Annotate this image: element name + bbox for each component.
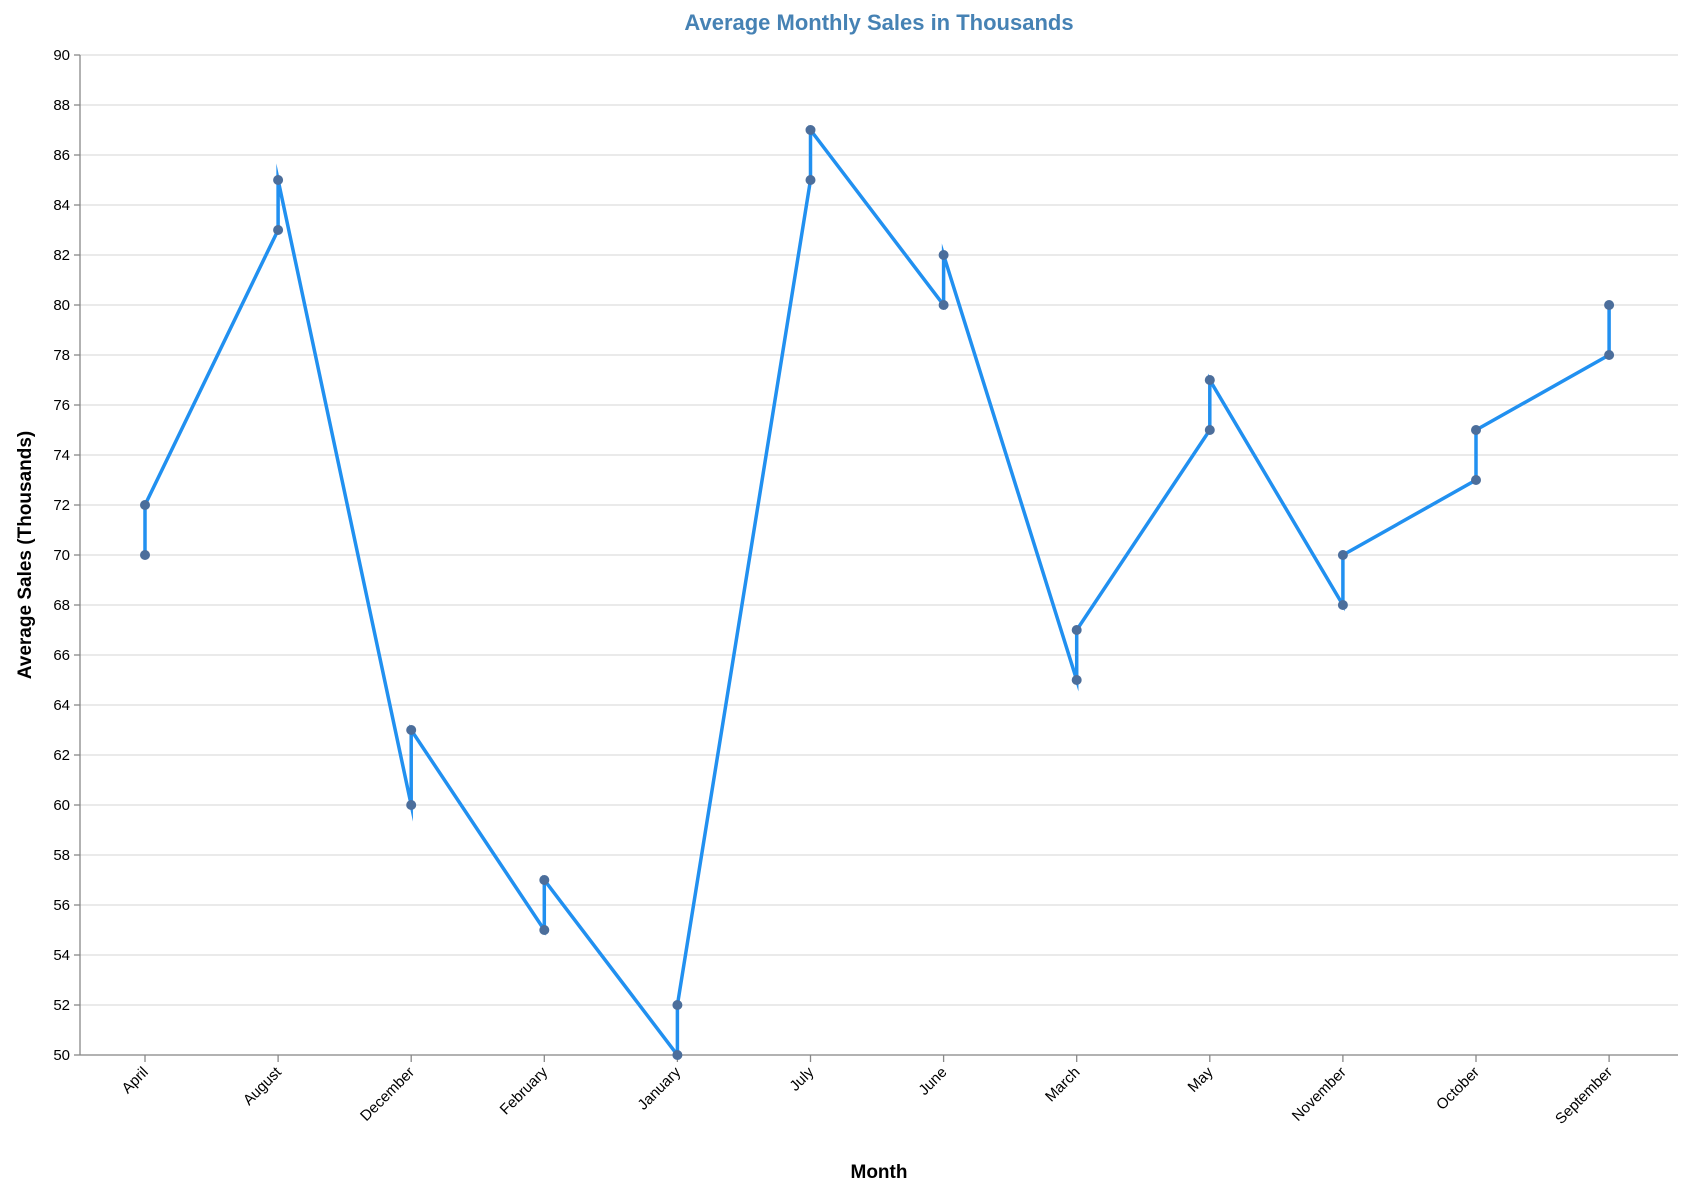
data-point — [406, 800, 417, 810]
data-point — [1071, 675, 1082, 685]
x-tick-label: August — [240, 1063, 286, 1109]
data-point — [805, 125, 816, 135]
data-point — [672, 1050, 683, 1060]
x-tick-label: December — [357, 1064, 418, 1125]
y-tick-label: 76 — [53, 397, 70, 414]
y-tick-label: 52 — [53, 997, 70, 1014]
x-tick-label: January — [634, 1063, 684, 1113]
x-tick-label: September — [1552, 1064, 1616, 1128]
y-tick-label: 84 — [53, 197, 70, 214]
y-tick-label: 78 — [53, 347, 70, 364]
y-tick-label: 50 — [53, 1047, 70, 1064]
chart-title: Average Monthly Sales in Thousands — [684, 10, 1073, 35]
data-point — [672, 1000, 683, 1010]
x-tick-label: July — [786, 1063, 817, 1094]
gridlines — [80, 54, 1678, 1056]
x-tick-label: April — [119, 1064, 152, 1097]
data-point — [805, 175, 816, 185]
x-tick-label: May — [1185, 1063, 1217, 1095]
y-tick-label: 62 — [53, 747, 70, 764]
x-tick-label: March — [1042, 1064, 1083, 1105]
data-point — [1204, 425, 1215, 435]
data-point — [140, 500, 150, 510]
series-line — [143, 124, 1611, 1061]
x-axis-title: Month — [851, 1162, 908, 1183]
x-axis: April August December February January July Ju… — [80, 1054, 1678, 1128]
data-point — [1337, 600, 1348, 610]
data-point — [273, 175, 284, 185]
data-point — [1337, 550, 1348, 560]
sales-series — [140, 124, 1615, 1061]
data-point — [406, 725, 417, 735]
data-point — [1071, 625, 1082, 635]
x-tick-label: October — [1433, 1064, 1483, 1114]
data-point — [539, 925, 550, 935]
x-tick-label: February — [497, 1063, 552, 1118]
y-tick-label: 74 — [53, 447, 70, 464]
data-point — [938, 300, 949, 310]
data-point — [1471, 475, 1481, 485]
y-tick-label: 66 — [53, 647, 70, 664]
data-point — [1604, 350, 1615, 360]
y-tick-label: 54 — [53, 947, 70, 964]
y-tick-label: 64 — [53, 697, 70, 714]
y-tick-label: 90 — [53, 47, 70, 64]
data-point — [539, 875, 550, 885]
data-point — [1471, 425, 1481, 435]
x-tick-label: June — [915, 1064, 950, 1099]
y-tick-label: 68 — [53, 597, 70, 614]
y-tick-label: 60 — [53, 797, 70, 814]
y-tick-label: 80 — [53, 297, 70, 314]
y-tick-label: 58 — [53, 847, 70, 864]
data-point — [1204, 375, 1215, 385]
y-axis-title: Average Sales (Thousands) — [15, 431, 36, 679]
y-tick-label: 56 — [53, 897, 70, 914]
y-tick-label: 88 — [53, 97, 70, 114]
data-point — [1604, 300, 1615, 310]
y-tick-label: 82 — [53, 247, 70, 264]
x-tick-label: November — [1289, 1064, 1350, 1125]
y-axis: 50 52 54 56 58 60 62 64 66 68 70 72 74 76 78 80 82 84 86 88… — [53, 47, 81, 1064]
y-tick-label: 72 — [53, 497, 70, 514]
data-point — [140, 550, 150, 560]
data-point — [273, 225, 284, 235]
data-point — [938, 250, 949, 260]
y-tick-label: 70 — [53, 547, 70, 564]
y-tick-label: 86 — [53, 147, 70, 164]
